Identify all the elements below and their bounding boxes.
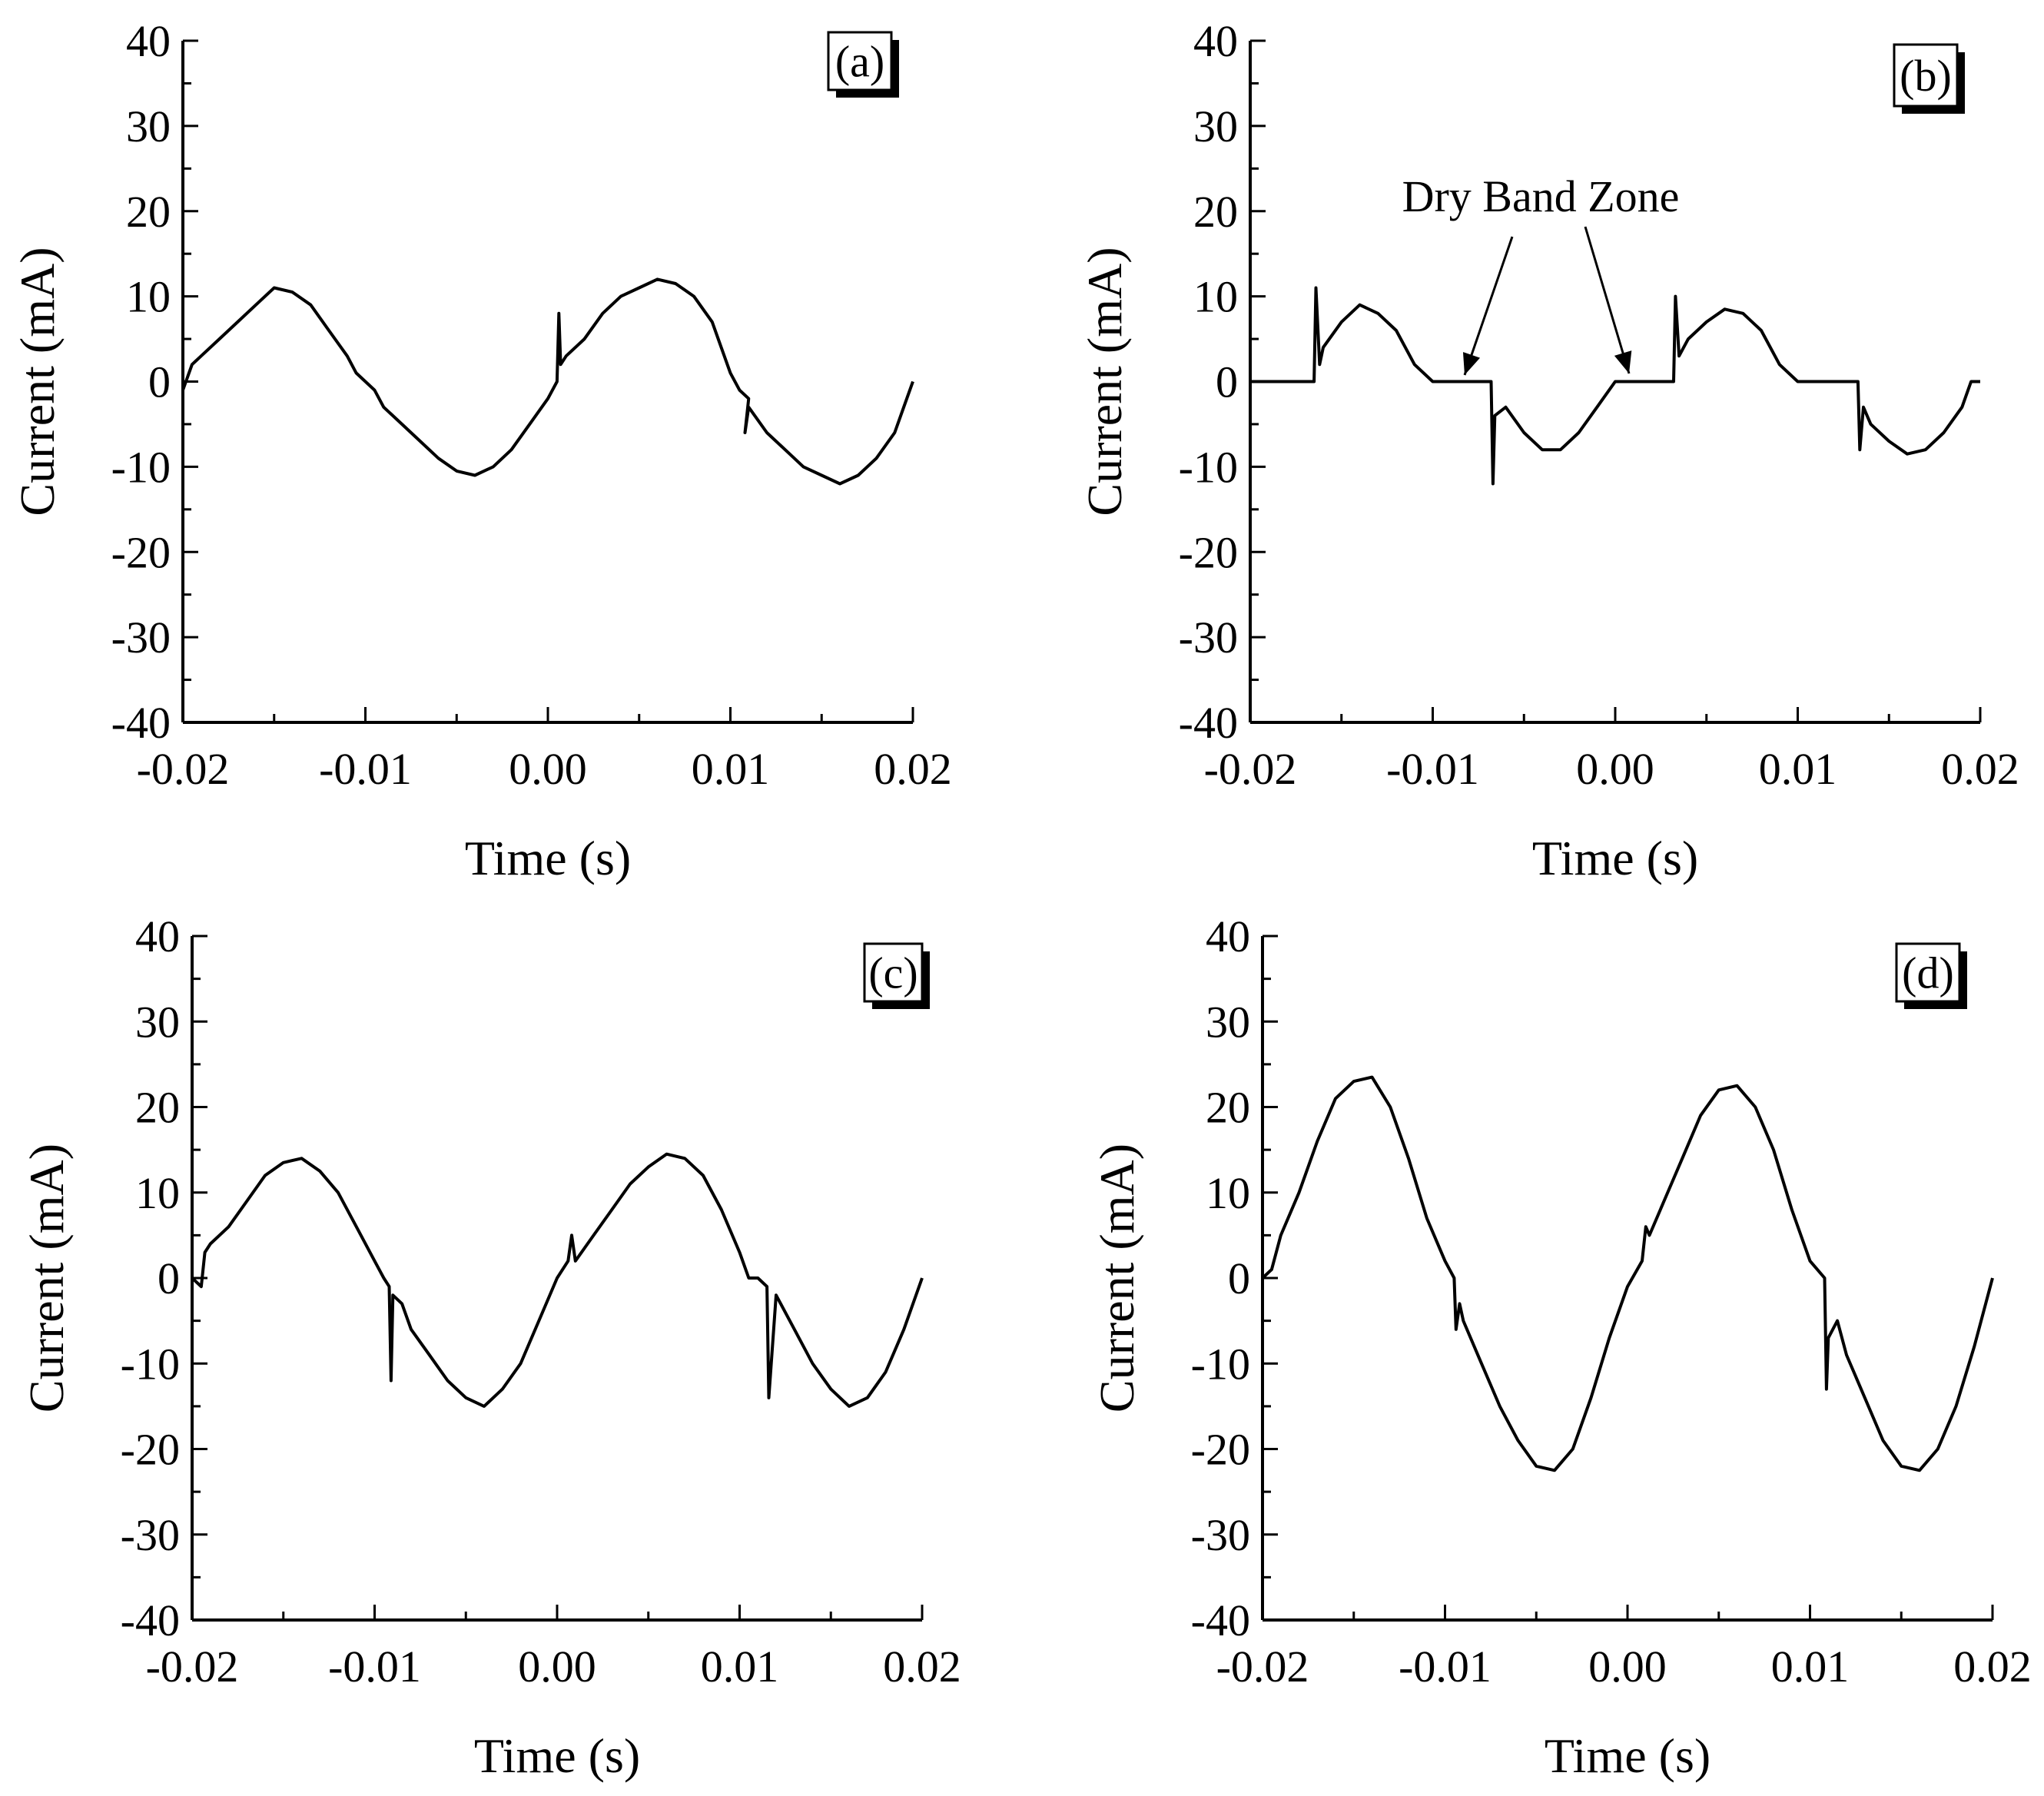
x-axis-title: Time (s) [474,1728,640,1783]
annotation-arrow-2 [1584,226,1631,374]
y-tick-label: -40 [1179,698,1238,748]
y-tick-label: -20 [121,1425,180,1475]
x-tick-label: 0.00 [518,1642,596,1691]
x-tick-label: -0.01 [328,1642,421,1691]
y-tick-label: 10 [126,272,171,322]
panel-tag-box [827,31,893,91]
y-tick-label: -30 [1191,1510,1250,1560]
y-tick-label: -30 [121,1510,180,1560]
chart-panel-1: -40 -30 -20 -10 0 10 20 30 40 -0.02 -0.01 0.00 0.01 0… [10,16,952,885]
panel-tag: (a) [835,37,884,87]
y-tick-label: 10 [1193,272,1238,322]
y-tick-label: 40 [1193,16,1238,66]
y-tick-label: -10 [121,1339,180,1389]
y-tick-label: 30 [126,101,171,151]
series-line-1 [1261,1075,1994,1472]
y-tick-label: 20 [1193,187,1238,237]
y-tick-label: -30 [1179,612,1238,662]
y-tick-label: -20 [1179,527,1238,577]
series-line-1 [1250,286,1980,486]
panel-tag-box [863,942,924,1003]
y-tick-label: 40 [1206,911,1250,961]
x-tick-label: 0.00 [1576,744,1654,794]
x-tick-label: 0.00 [509,744,587,794]
annotation-arrow-2-head [1614,350,1632,373]
x-tick-label: -0.02 [146,1642,239,1691]
y-tick-label: 30 [1206,997,1250,1047]
y-tick-label: 0 [1228,1253,1250,1303]
annotation-arrow-1-head [1462,352,1481,375]
x-tick-label: -0.01 [319,744,412,794]
y-tick-label: 40 [135,911,180,961]
y-tick-label: -20 [111,527,171,577]
y-tick-label: 40 [126,16,171,66]
y-tick-label: -40 [121,1595,180,1645]
x-tick-label: 0.02 [1953,1642,2032,1691]
y-axis-title: Current (mA) [10,247,65,516]
x-axis-title: Time (s) [465,831,631,885]
x-tick-label: 0.02 [883,1642,961,1691]
x-tick-label: -0.02 [137,744,230,794]
y-tick-label: 10 [135,1168,180,1218]
y-tick-label: 20 [135,1083,180,1133]
y-tick-label: 30 [1193,101,1238,151]
y-axis-title: Current (mA) [19,1144,74,1413]
panel-tag-box [1895,942,1961,1003]
y-tick-label: 0 [148,357,171,407]
y-tick-label: 0 [1216,357,1238,407]
x-tick-label: 0.01 [1771,1642,1850,1691]
x-tick-label: 0.00 [1588,1642,1667,1691]
x-axis-title: Time (s) [1545,1728,1711,1783]
x-tick-label: 0.01 [701,1642,779,1691]
y-axis-title: Current (mA) [1090,1144,1144,1413]
y-tick-label: -20 [1191,1425,1250,1475]
y-tick-label: -10 [1191,1339,1250,1389]
series-line-1 [181,277,914,486]
x-tick-label: 0.02 [1941,744,2019,794]
x-tick-label: -0.01 [1386,744,1479,794]
series-line-1 [191,1152,924,1408]
y-axis-title: Current (mA) [1077,247,1132,516]
y-tick-label: -40 [111,698,171,748]
chart-panel-3: -40 -30 -20 -10 0 10 20 30 40 -0.02 -0.01 0.00 0.01 0… [19,911,961,1783]
panel-tag: (d) [1902,948,1954,998]
x-tick-label: -0.02 [1204,744,1297,794]
chart-panel-4: -40 -30 -20 -10 0 10 20 30 40 -0.02 -0.01 0.00 0.01 0… [1090,911,2032,1783]
x-tick-label: -0.02 [1216,1642,1309,1691]
panel-tag: (c) [868,948,917,998]
y-tick-label: -40 [1191,1595,1250,1645]
x-tick-label: 0.01 [1759,744,1837,794]
y-tick-label: 20 [126,187,171,237]
annotation-label: Dry Band Zone [1402,171,1680,221]
y-tick-label: -30 [111,612,171,662]
x-tick-label: -0.01 [1399,1642,1492,1691]
x-axis-title: Time (s) [1532,831,1698,885]
y-tick-label: 20 [1206,1083,1250,1133]
y-tick-label: -10 [1179,442,1238,492]
y-tick-label: 0 [158,1253,180,1303]
x-tick-label: 0.01 [692,744,770,794]
panel-tag: (b) [1900,51,1952,101]
y-tick-label: -10 [111,442,171,492]
x-tick-label: 0.02 [874,744,952,794]
chart-panel-2: -40 -30 -20 -10 0 10 20 30 40 -0.02 -0.01 0.00 0.01 0… [1077,16,2019,885]
panel-tag-box [1893,43,1959,108]
annotation-arrow-1 [1463,236,1514,376]
y-tick-label: 30 [135,997,180,1047]
y-tick-label: 10 [1206,1168,1250,1218]
